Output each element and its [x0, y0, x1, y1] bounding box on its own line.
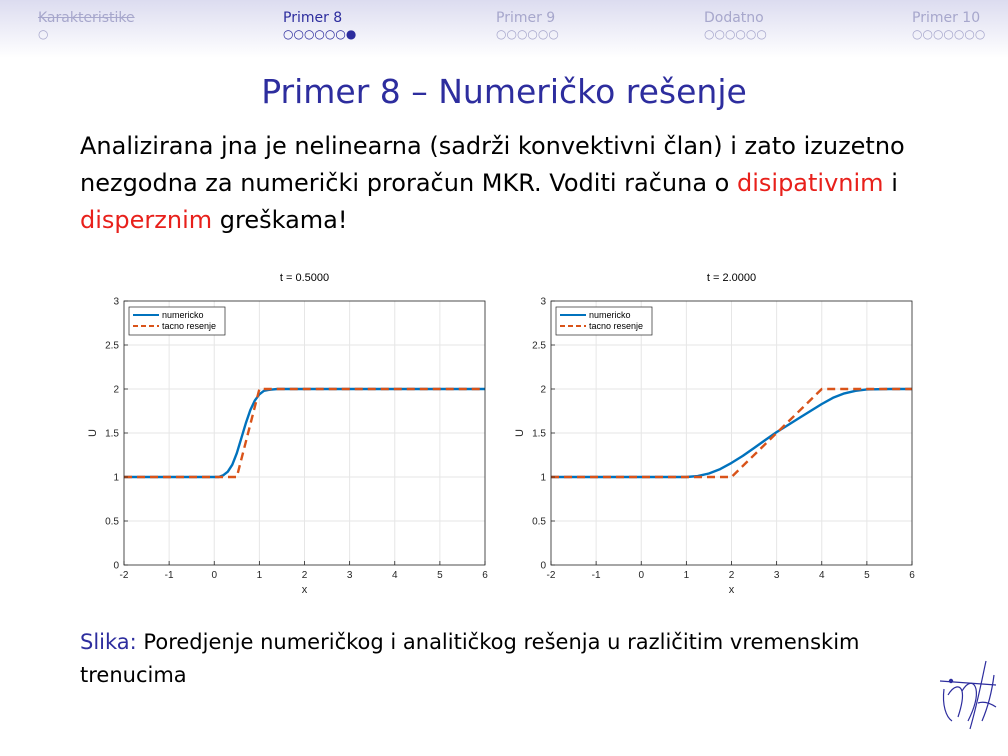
x-tick-label: 5	[437, 570, 443, 581]
chart-title: t = 2.0000	[707, 272, 756, 284]
legend-box	[555, 306, 653, 336]
nav-progress-dots[interactable]: ○○○○○○○	[912, 27, 986, 41]
y-tick-label: 1	[540, 473, 546, 484]
x-tick-label: 1	[684, 570, 690, 581]
paragraph-text: greškama!	[212, 206, 348, 234]
legend-label: numericko	[162, 310, 204, 320]
x-axis-label: x	[729, 584, 735, 596]
x-tick-label: -1	[592, 570, 601, 581]
slide-title: Primer 8 – Numeričko rešenje	[261, 72, 747, 111]
nav-label: Dodatno	[704, 10, 764, 26]
legend-label: tacno resenje	[589, 321, 643, 331]
x-tick-label: 4	[392, 570, 398, 581]
y-tick-label: 2.5	[105, 341, 119, 352]
nav-progress-dots[interactable]: ○○○○○○	[496, 27, 559, 41]
y-tick-label: 0	[540, 561, 546, 572]
legend-label: numericko	[589, 310, 631, 320]
top-navigation-bar: Karakteristike ○ Primer 8 ○○○○○○● Primer…	[0, 0, 1008, 58]
nav-label: Primer 8	[283, 10, 343, 26]
legend-label: tacno resenje	[162, 321, 216, 331]
y-tick-label: 2	[113, 385, 119, 396]
nav-section-primer-10[interactable]: Primer 10 ○○○○○○○	[912, 9, 985, 41]
caption-text: Poredjenje numeričkog i analitičkog reše…	[80, 630, 860, 687]
nav-section-primer-9[interactable]: Primer 9 ○○○○○○	[496, 9, 559, 41]
x-tick-label: -2	[120, 570, 129, 581]
caption-label: Slika:	[80, 630, 137, 654]
figure-charts: -2 -1 0 1 2 3 4 5 6 0 0.5 1 1.5 2 2.5 3 t = 0.5000 x Unume…	[87, 272, 915, 596]
y-tick-label: 1.5	[532, 429, 546, 440]
x-tick-label: 1	[257, 570, 263, 581]
y-tick-label: 2	[540, 385, 546, 396]
nav-label: Primer 9	[496, 10, 556, 26]
x-tick-label: 6	[482, 570, 488, 581]
x-tick-label: -1	[165, 570, 174, 581]
nav-progress-dots[interactable]: ○	[38, 27, 49, 41]
nav-section-dodatno[interactable]: Dodatno ○○○○○○	[704, 9, 767, 41]
y-tick-label: 1	[113, 473, 119, 484]
paragraph-text: Analizirana jna je nelinearna (sadrži ko…	[80, 132, 905, 197]
chart-panel-1: -2 -1 0 1 2 3 4 5 6 0 0.5 1 1.5 2 2.5 3 t = 0.5000 x Unume…	[87, 272, 488, 596]
y-tick-label: 1.5	[105, 429, 119, 440]
x-tick-label: 0	[211, 570, 217, 581]
nav-label: Primer 10	[912, 10, 981, 26]
nav-label: Karakteristike	[38, 10, 135, 26]
series-line-tacno-resenje	[124, 387, 485, 479]
y-tick-label: 0.5	[532, 517, 546, 528]
chart-panel-2: -2 -1 0 1 2 3 4 5 6 0 0.5 1 1.5 2 2.5 3 t = 2.0000 x Unume…	[514, 272, 915, 596]
nav-progress-dots[interactable]: ○○○○○○●	[283, 27, 357, 41]
highlight-disipativnim: disipativnim	[737, 169, 884, 197]
y-tick-label: 3	[540, 297, 546, 308]
x-tick-label: 3	[774, 570, 780, 581]
y-tick-label: 0.5	[105, 517, 119, 528]
nav-section-karakteristike[interactable]: Karakteristike ○	[38, 9, 135, 41]
x-tick-label: 0	[638, 570, 644, 581]
paragraph-text: i	[883, 169, 898, 197]
x-tick-label: 3	[347, 570, 353, 581]
y-tick-label: 3	[113, 297, 119, 308]
chart-title: t = 0.5000	[280, 272, 329, 284]
highlight-disperznim: disperznim	[80, 206, 213, 234]
y-axis-label: U	[514, 429, 526, 437]
nav-progress-dots[interactable]: ○○○○○○	[704, 27, 767, 41]
nav-section-primer-8[interactable]: Primer 8 ○○○○○○●	[283, 9, 356, 41]
x-tick-label: -2	[547, 570, 556, 581]
y-axis-label: U	[87, 429, 99, 437]
legend-box	[128, 306, 226, 336]
x-tick-label: 5	[864, 570, 870, 581]
x-tick-label: 2	[729, 570, 735, 581]
y-tick-label: 0	[113, 561, 119, 572]
figure-caption: Slika: Poredjenje numeričkog i analitičk…	[80, 626, 950, 692]
x-tick-label: 6	[909, 570, 915, 581]
x-tick-label: 2	[302, 570, 308, 581]
x-tick-label: 4	[819, 570, 825, 581]
slide-paragraph: Analizirana jna je nelinearna (sadrži ko…	[80, 128, 940, 239]
university-logo-icon	[939, 660, 997, 730]
y-tick-label: 2.5	[532, 341, 546, 352]
x-axis-label: x	[302, 584, 308, 596]
series-line-tacno-resenje	[551, 387, 912, 479]
